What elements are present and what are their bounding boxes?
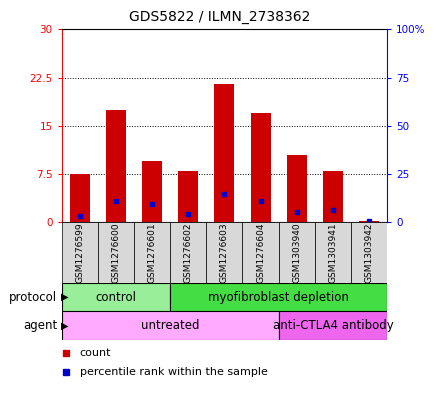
Text: protocol: protocol [9,290,57,304]
Bar [351,222,387,283]
Text: count: count [80,348,111,358]
Bar [170,222,206,283]
Bar [170,283,387,311]
Bar [70,174,90,222]
Bar [214,84,235,222]
Text: GSM1276599: GSM1276599 [75,222,84,283]
Text: GDS5822 / ILMN_2738362: GDS5822 / ILMN_2738362 [129,10,311,24]
Text: GSM1276604: GSM1276604 [256,222,265,283]
Bar [106,110,126,222]
Bar [323,171,343,222]
Bar [134,222,170,283]
Text: GSM1276602: GSM1276602 [184,222,193,283]
Text: GSM1303942: GSM1303942 [365,222,374,283]
Bar [62,222,98,283]
Bar [206,222,242,283]
Text: GSM1303940: GSM1303940 [292,222,301,283]
Bar [279,311,387,340]
Text: control: control [95,290,136,304]
Bar [279,222,315,283]
Text: myofibroblast depletion: myofibroblast depletion [208,290,349,304]
Text: GSM1276601: GSM1276601 [147,222,157,283]
Bar [242,222,279,283]
Bar [315,222,351,283]
Bar [251,113,271,222]
Bar [359,221,379,222]
Bar [287,154,307,222]
Bar [142,161,162,222]
Text: anti-CTLA4 antibody: anti-CTLA4 antibody [272,319,393,332]
Bar [178,171,198,222]
Text: GSM1303941: GSM1303941 [328,222,337,283]
Text: GSM1276600: GSM1276600 [111,222,121,283]
Text: untreated: untreated [141,319,199,332]
Text: GSM1276603: GSM1276603 [220,222,229,283]
Bar [98,222,134,283]
Text: ▶: ▶ [61,292,68,302]
Bar [62,311,279,340]
Text: ▶: ▶ [61,320,68,331]
Text: agent: agent [23,319,57,332]
Text: percentile rank within the sample: percentile rank within the sample [80,367,268,377]
Bar [62,283,170,311]
